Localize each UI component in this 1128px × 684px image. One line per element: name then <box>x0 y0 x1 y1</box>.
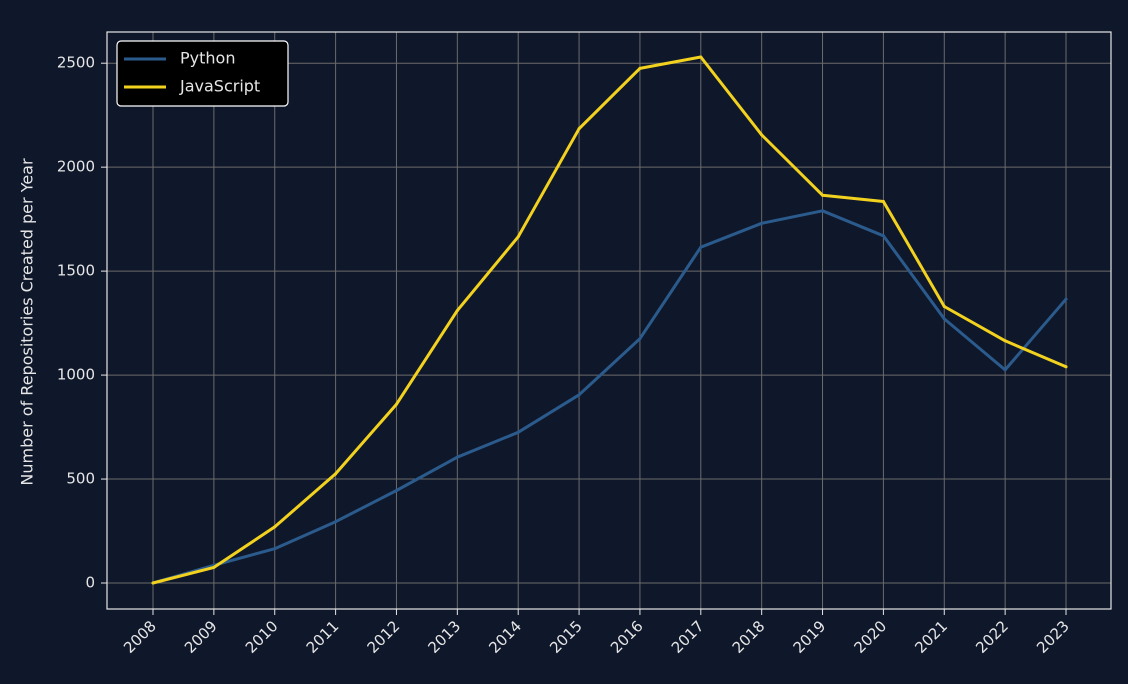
data-point-python-2020 <box>881 234 885 238</box>
data-point-javascript-2017 <box>699 55 703 59</box>
data-point-python-2023 <box>1064 297 1068 301</box>
grid-lines <box>107 32 1111 609</box>
series-lines <box>151 55 1068 585</box>
legend-box <box>116 40 289 107</box>
data-point-python-2011 <box>334 520 338 524</box>
legend: Python JavaScript <box>116 40 289 107</box>
legend-label-python: Python <box>180 49 235 68</box>
data-point-javascript-2016 <box>638 66 642 70</box>
y-tick-label-1000: 1000 <box>57 366 95 384</box>
data-point-javascript-2014 <box>516 235 520 239</box>
data-point-javascript-2009 <box>212 565 216 569</box>
data-point-javascript-2015 <box>577 127 581 131</box>
data-point-javascript-2021 <box>942 304 946 308</box>
data-point-python-2016 <box>638 337 642 341</box>
data-point-python-2021 <box>942 317 946 321</box>
y-tick-label-1500: 1500 <box>57 262 95 280</box>
y-tick-label-500: 500 <box>66 470 95 488</box>
plot-frame <box>106 31 1112 610</box>
data-point-javascript-2019 <box>821 193 825 197</box>
y-axis-label: Number of Repositories Created per Year <box>18 158 37 486</box>
data-point-python-2019 <box>821 209 825 213</box>
data-point-javascript-2020 <box>881 199 885 203</box>
data-point-javascript-2012 <box>394 402 398 406</box>
data-point-javascript-2008 <box>151 581 155 585</box>
data-point-javascript-2018 <box>760 133 764 137</box>
data-point-javascript-2022 <box>1003 339 1007 343</box>
data-point-python-2015 <box>577 393 581 397</box>
data-point-python-2022 <box>1003 368 1007 372</box>
data-point-python-2014 <box>516 430 520 434</box>
data-point-javascript-2011 <box>334 472 338 476</box>
data-point-javascript-2010 <box>273 525 277 529</box>
data-point-python-2017 <box>699 245 703 249</box>
y-tick-label-0: 0 <box>85 574 95 592</box>
data-point-python-2018 <box>760 221 764 225</box>
data-point-python-2012 <box>394 488 398 492</box>
data-point-python-2013 <box>455 455 459 459</box>
y-axis: 0 500 1000 1500 2000 2500 <box>57 54 107 592</box>
y-tick-label-2500: 2500 <box>57 54 95 72</box>
series-line-python <box>151 209 1068 585</box>
series-points-javascript <box>151 55 1068 585</box>
series-line-javascript <box>151 55 1068 585</box>
data-point-python-2010 <box>273 547 277 551</box>
legend-label-javascript: JavaScript <box>179 77 260 96</box>
data-point-javascript-2013 <box>455 309 459 313</box>
y-tick-label-2000: 2000 <box>57 158 95 176</box>
data-point-javascript-2023 <box>1064 365 1068 369</box>
